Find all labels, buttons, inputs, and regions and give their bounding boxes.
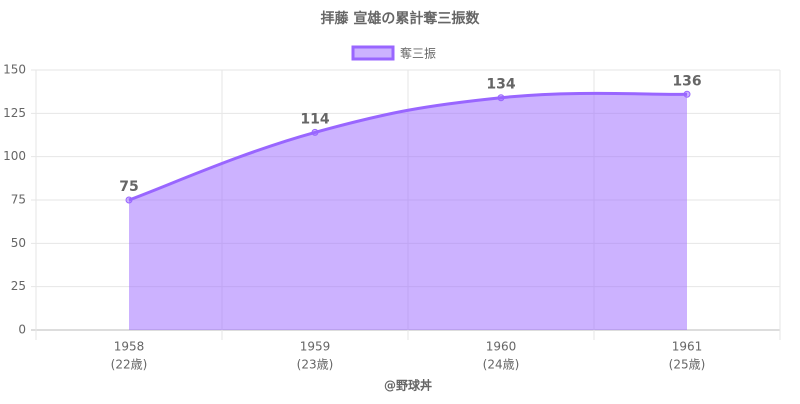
x-tick-label: 1961 xyxy=(672,340,703,354)
y-tick-label: 150 xyxy=(3,63,26,77)
data-label: 114 xyxy=(300,111,329,127)
legend-swatch xyxy=(351,45,395,61)
data-label: 136 xyxy=(672,73,701,89)
point xyxy=(125,196,133,204)
data-label: 75 xyxy=(119,179,138,195)
data-label: 134 xyxy=(486,77,515,93)
area xyxy=(129,93,687,330)
y-tick-label: 50 xyxy=(11,236,26,250)
y-tick-label: 0 xyxy=(18,323,26,337)
y-tick-label: 125 xyxy=(3,106,26,120)
x-tick-sublabel: (24歳) xyxy=(483,358,520,372)
line xyxy=(128,91,688,202)
y-tick-label: 25 xyxy=(11,279,26,293)
y-tick-label: 100 xyxy=(3,149,26,163)
x-tick-sublabel: (23歳) xyxy=(297,358,334,372)
x-tick-sublabel: (25歳) xyxy=(669,358,706,372)
x-axis-label: @野球丼 xyxy=(384,378,432,393)
x-tick-label: 1958 xyxy=(114,340,145,354)
point xyxy=(683,90,691,98)
legend-label: 奪三振 xyxy=(400,46,436,61)
point xyxy=(497,94,505,102)
y-tick-label: 75 xyxy=(11,193,26,207)
x-tick-sublabel: (22歳) xyxy=(111,358,148,372)
x-tick-label: 1960 xyxy=(486,340,517,354)
x-tick-label: 1959 xyxy=(300,340,331,354)
chart-title: 拝藤 宣雄の累計奪三振数 xyxy=(321,10,481,27)
point xyxy=(311,128,319,136)
